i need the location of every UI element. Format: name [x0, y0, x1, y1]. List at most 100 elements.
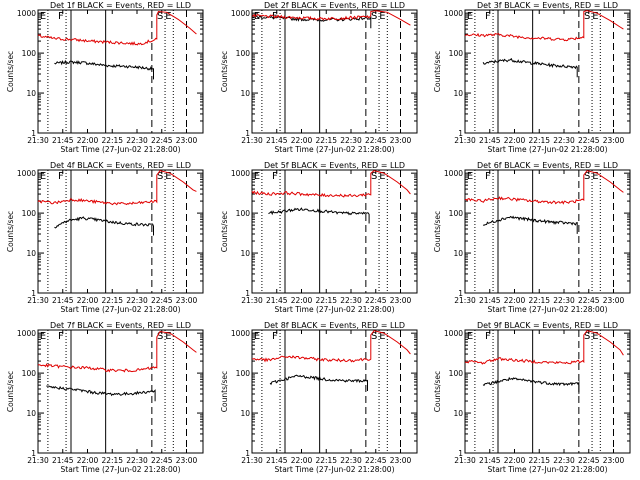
x-tick-label: 21:30 — [241, 296, 263, 305]
y-tick-label: 10 — [240, 249, 250, 258]
lld-series-line — [251, 10, 411, 26]
x-tick-label: 21:45 — [479, 296, 501, 305]
x-tick-label: 23:00 — [603, 296, 625, 305]
x-tick-label: 22:30 — [340, 136, 362, 145]
event-marker-label: S — [584, 11, 590, 22]
x-tick-label: 22:00 — [77, 456, 99, 465]
event-marker-label: E — [467, 331, 473, 342]
y-axis-label: Counts/sec — [6, 211, 15, 252]
panel-det-7: Det 7f BLACK = Events, RED = LLD 21:30 21:… — [6, 321, 204, 474]
lld-series-line — [251, 330, 411, 363]
lld-series-line — [37, 10, 197, 46]
event-marker-label: F — [58, 11, 64, 22]
event-marker-label: E — [254, 171, 260, 182]
y-tick-label: 10 — [240, 89, 250, 98]
y-tick-label: 10 — [453, 89, 463, 98]
event-marker-label: E — [254, 331, 260, 342]
lld-series-line — [464, 330, 624, 365]
y-tick-label: 10 — [26, 249, 36, 258]
x-tick-label: 22:30 — [340, 296, 362, 305]
y-tick-label: 1000 — [231, 9, 250, 18]
y-tick-label: 100 — [236, 49, 251, 58]
x-tick-label: 22:45 — [578, 136, 600, 145]
event-marker-label: F — [485, 11, 491, 22]
panel-det-9: Det 9f BLACK = Events, RED = LLD 21:30 21:… — [433, 321, 631, 474]
event-marker-label: S — [157, 331, 163, 342]
events-series-line — [54, 59, 154, 80]
y-tick-label: 1 — [245, 289, 250, 298]
x-tick-label: 21:45 — [52, 456, 74, 465]
x-tick-label: 22:00 — [291, 296, 313, 305]
x-tick-label: 22:45 — [365, 296, 387, 305]
plot-frame — [464, 169, 631, 294]
x-tick-label: 22:45 — [365, 456, 387, 465]
x-tick-label: 22:30 — [126, 456, 148, 465]
y-tick-label: 100 — [22, 369, 37, 378]
x-tick-label: 23:00 — [390, 456, 412, 465]
event-marker-label: E — [467, 11, 473, 22]
x-tick-label: 21:45 — [52, 136, 74, 145]
panel-title: Det 7f BLACK = Events, RED = LLD — [50, 321, 191, 330]
y-tick-label: 1000 — [231, 329, 250, 338]
plot-frame — [37, 329, 204, 454]
y-tick-label: 1 — [458, 289, 463, 298]
x-tick-label: 22:00 — [77, 136, 99, 145]
panel-det-2: Det 2f BLACK = Events, RED = LLD 21:30 21:… — [220, 1, 418, 154]
x-tick-label: 22:30 — [126, 136, 148, 145]
event-marker-label: E — [467, 171, 473, 182]
y-axis-label: Counts/sec — [6, 51, 15, 92]
x-tick-label: 22:00 — [291, 456, 313, 465]
panel-title: Det 9f BLACK = Events, RED = LLD — [477, 321, 618, 330]
events-series-line — [482, 58, 578, 78]
y-axis-label: Counts/sec — [220, 211, 229, 252]
panel-title: Det 8f BLACK = Events, RED = LLD — [264, 321, 405, 330]
x-axis-label: Start Time (27-Jun-02 21:28:00) — [488, 145, 608, 154]
event-marker-label: E — [379, 11, 385, 22]
events-series-line — [482, 376, 580, 394]
y-axis-label: Counts/sec — [6, 371, 15, 412]
x-tick-label: 22:45 — [151, 456, 173, 465]
events-series-line — [482, 215, 578, 234]
x-tick-label: 23:00 — [176, 136, 198, 145]
x-tick-label: 22:15 — [528, 136, 550, 145]
x-tick-label: 22:30 — [553, 296, 575, 305]
x-tick-label: 21:30 — [27, 456, 49, 465]
plot-frame — [464, 329, 631, 454]
x-tick-label: 21:45 — [266, 136, 288, 145]
x-tick-label: 22:00 — [77, 296, 99, 305]
x-tick-label: 22:15 — [315, 136, 337, 145]
lld-series-line — [464, 10, 624, 42]
x-tick-label: 21:45 — [266, 456, 288, 465]
x-tick-label: 22:30 — [126, 296, 148, 305]
x-tick-label: 23:00 — [390, 136, 412, 145]
x-axis-label: Start Time (27-Jun-02 21:28:00) — [275, 305, 395, 314]
y-tick-label: 1 — [245, 129, 250, 138]
y-tick-label: 1000 — [444, 9, 463, 18]
y-tick-label: 10 — [453, 409, 463, 418]
plot-frame — [251, 9, 418, 134]
y-tick-label: 100 — [22, 209, 37, 218]
x-tick-label: 21:45 — [479, 136, 501, 145]
x-tick-label: 22:15 — [101, 136, 123, 145]
x-tick-label: 21:30 — [241, 136, 263, 145]
plot-frame — [37, 9, 204, 134]
x-tick-label: 21:45 — [266, 296, 288, 305]
y-tick-label: 100 — [236, 209, 251, 218]
x-tick-label: 23:00 — [176, 296, 198, 305]
x-axis-label: Start Time (27-Jun-02 21:28:00) — [275, 145, 395, 154]
events-series-line — [268, 207, 370, 224]
y-tick-label: 1000 — [17, 329, 36, 338]
panel-det-6: Det 6f BLACK = Events, RED = LLD 21:30 21:… — [433, 161, 631, 314]
x-tick-label: 22:15 — [315, 456, 337, 465]
x-tick-label: 21:30 — [454, 296, 476, 305]
y-tick-label: 100 — [22, 49, 37, 58]
event-marker-label: E — [379, 171, 385, 182]
x-tick-label: 21:30 — [27, 296, 49, 305]
x-tick-label: 22:30 — [340, 456, 362, 465]
event-marker-label: E — [165, 171, 171, 182]
event-marker-label: E — [165, 331, 171, 342]
x-axis-label: Start Time (27-Jun-02 21:28:00) — [61, 305, 181, 314]
lld-series-line — [464, 170, 624, 205]
panel-det-4: Det 4f BLACK = Events, RED = LLD 21:30 21:… — [6, 161, 204, 314]
event-marker-label: E — [379, 331, 385, 342]
